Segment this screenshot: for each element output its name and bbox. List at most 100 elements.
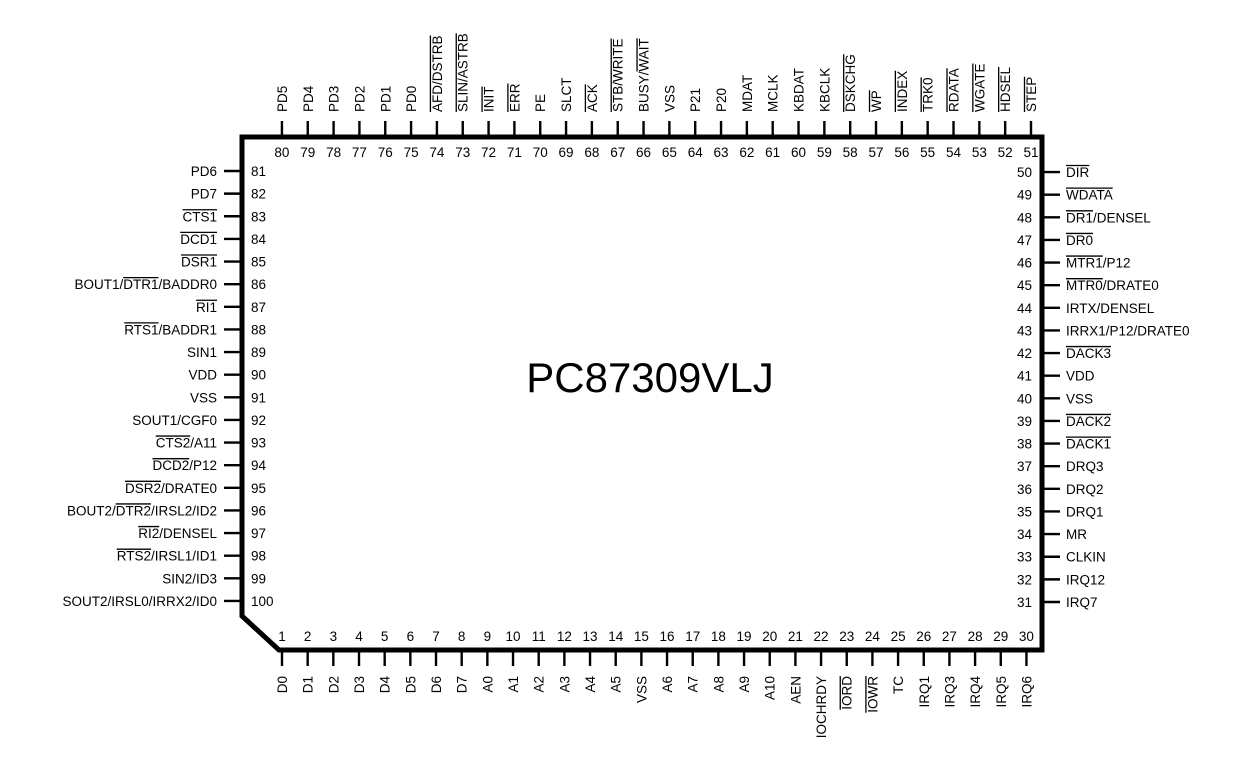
pin-number: 92 xyxy=(251,413,266,428)
pin-label: AEN xyxy=(788,676,803,704)
pin-label: DSKCHG xyxy=(843,54,858,112)
pin-number: 7 xyxy=(432,629,440,644)
pin-number: 19 xyxy=(737,629,752,644)
pin-label: RDATA xyxy=(947,68,962,112)
pin-number: 73 xyxy=(455,145,470,160)
pin-label: DACK3 xyxy=(1066,346,1111,361)
pin-number: 43 xyxy=(1017,323,1032,338)
pin-label: IRQ3 xyxy=(942,676,957,708)
pin-label: D7 xyxy=(455,676,470,693)
pin-label: IRQ5 xyxy=(994,676,1009,708)
pin-number: 54 xyxy=(946,145,962,160)
pin-label: VSS xyxy=(634,676,649,703)
pin-number: 47 xyxy=(1017,233,1032,248)
pin-label: A7 xyxy=(686,676,701,693)
pin-label: IOWR xyxy=(865,676,880,713)
pin-label: BOUT2/DTR2/IRSL2/ID2 xyxy=(67,503,217,518)
pin-label: DRQ1 xyxy=(1066,504,1104,519)
pin-label: DIR xyxy=(1066,165,1090,180)
pin-label: SLCT xyxy=(559,77,574,112)
pin-number: 20 xyxy=(762,629,777,644)
pin-label: STB/WRITE xyxy=(611,39,626,113)
pin-label: INDEX xyxy=(895,71,910,112)
pin-number: 58 xyxy=(843,145,858,160)
pin-label: DACK2 xyxy=(1066,414,1111,429)
pin-label: D6 xyxy=(429,676,444,693)
pin-label: VDD xyxy=(188,368,217,383)
pin-label: DCD2/P12 xyxy=(152,458,217,473)
pin-group: 1 D0 2 D1 3 D2 4 D3 5 D4 6 D5 7 D6 8 D7 9 A0 10 A1 11 A2 12 A3 1… xyxy=(62,33,1189,738)
pin-number: 87 xyxy=(251,300,266,315)
pin-number: 1 xyxy=(278,629,286,644)
pin-number: 30 xyxy=(1019,629,1034,644)
pin-number: 90 xyxy=(251,368,266,383)
pin-number: 27 xyxy=(942,629,957,644)
pin-label: SIN1 xyxy=(187,345,217,360)
pin-number: 8 xyxy=(458,629,466,644)
chip-name: PC87309VLJ xyxy=(526,354,774,401)
pin-number: 98 xyxy=(251,549,266,564)
pin-label: MTR0/DRATE0 xyxy=(1066,278,1159,293)
pin-number: 84 xyxy=(251,232,267,247)
pin-label: IRRX1/P12/DRATE0 xyxy=(1066,323,1190,338)
pin-number: 45 xyxy=(1017,278,1032,293)
pin-number: 28 xyxy=(968,629,983,644)
pin-label: IOCHRDY xyxy=(814,676,829,738)
pin-label: BOUT1/DTR1/BADDR0 xyxy=(74,277,217,292)
pin-number: 56 xyxy=(894,145,909,160)
chip-body-outline xyxy=(239,134,1045,653)
pin-label: IRQ4 xyxy=(968,676,983,708)
pin-number: 13 xyxy=(583,629,598,644)
pin-label: INIT xyxy=(482,87,497,113)
pin-label: IRTX/DENSEL xyxy=(1066,301,1155,316)
pin-number: 18 xyxy=(711,629,726,644)
pin-label: SLIN/ASTRB xyxy=(456,33,471,112)
pin-label: TRK0 xyxy=(921,77,936,112)
pin-label: SIN2/ID3 xyxy=(162,571,217,586)
pin-label: A3 xyxy=(557,676,572,693)
pin-number: 97 xyxy=(251,526,266,541)
pin-label: IORD xyxy=(840,676,855,710)
pin-number: 49 xyxy=(1017,188,1032,203)
pin-label: A4 xyxy=(583,676,598,693)
pin-label: HDSEL xyxy=(998,66,1013,112)
pin-number: 76 xyxy=(378,145,393,160)
pin-number: 94 xyxy=(251,458,267,473)
pin-label: MCLK xyxy=(766,74,781,112)
pin-number: 24 xyxy=(865,629,881,644)
pin-label: PD2 xyxy=(352,86,367,112)
pin-number: 61 xyxy=(765,145,780,160)
pin-label: PD4 xyxy=(301,85,316,112)
pin-number: 88 xyxy=(251,322,266,337)
pin-number: 80 xyxy=(274,145,289,160)
pin-number: 11 xyxy=(532,629,546,644)
pin-number: 21 xyxy=(788,629,803,644)
pin-label: PD3 xyxy=(327,86,342,112)
pin-number: 9 xyxy=(484,629,492,644)
pin-label: IRQ1 xyxy=(917,676,932,708)
pin-number: 37 xyxy=(1017,459,1032,474)
pin-label: DSR1 xyxy=(181,255,217,270)
pin-number: 41 xyxy=(1017,369,1032,384)
pin-number: 26 xyxy=(916,629,931,644)
pin-label: MTR1/P12 xyxy=(1066,256,1131,271)
pin-label: D3 xyxy=(352,676,367,693)
pin-number: 63 xyxy=(714,145,729,160)
pin-label: VDD xyxy=(1066,369,1095,384)
pin-number: 38 xyxy=(1017,437,1032,452)
pin-label: PD5 xyxy=(275,86,290,112)
pin-label: IRQ12 xyxy=(1066,572,1105,587)
pin-number: 42 xyxy=(1017,346,1032,361)
pin-label: PD0 xyxy=(404,86,419,112)
pin-label: A8 xyxy=(711,676,726,693)
pin-number: 75 xyxy=(404,145,419,160)
pin-number: 91 xyxy=(251,390,266,405)
pin-number: 77 xyxy=(352,145,367,160)
pin-number: 74 xyxy=(429,145,445,160)
pin-number: 70 xyxy=(533,145,548,160)
pin-number: 60 xyxy=(791,145,806,160)
pin-label: A5 xyxy=(609,676,624,693)
pin-label: CTS2/A11 xyxy=(156,436,217,451)
pin-label: STEP xyxy=(1024,77,1039,112)
